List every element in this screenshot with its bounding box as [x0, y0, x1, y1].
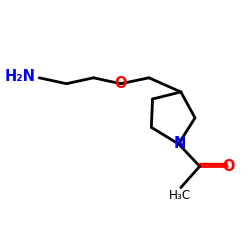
Text: O: O — [222, 159, 235, 174]
Text: N: N — [174, 136, 186, 152]
Text: H₃C: H₃C — [168, 190, 191, 202]
Text: O: O — [114, 76, 127, 91]
Text: H₂N: H₂N — [5, 69, 36, 84]
